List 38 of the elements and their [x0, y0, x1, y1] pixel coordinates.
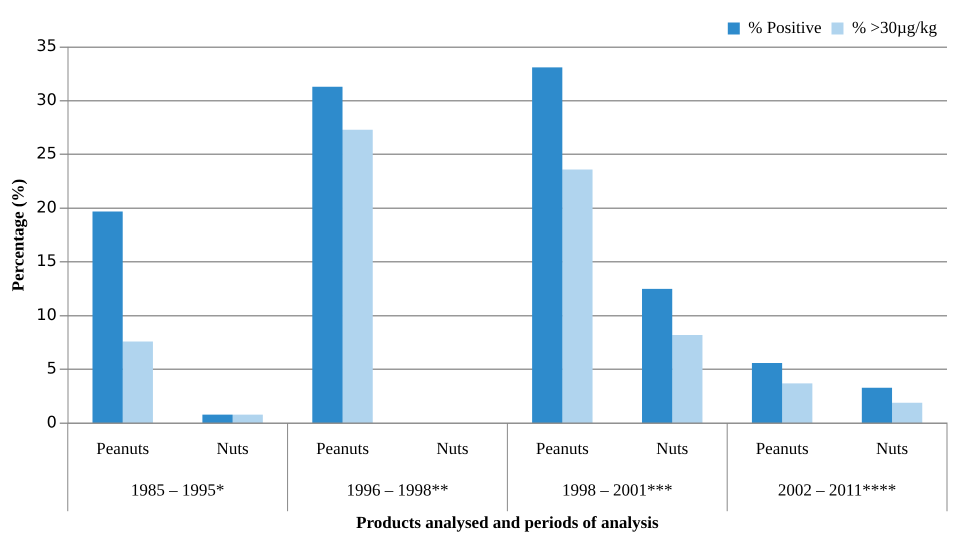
bar: [782, 383, 812, 422]
y-axis-title: Percentage (%): [8, 178, 28, 292]
y-tick-label: 25: [36, 144, 57, 163]
y-tick-label: 20: [36, 197, 57, 216]
bar: [202, 414, 233, 422]
text: 1985 – 1995*: [130, 480, 224, 500]
x-tick-label: Peanuts: [536, 438, 589, 458]
y-tick-label: 0: [46, 412, 57, 432]
bar: [642, 288, 672, 422]
bar: [562, 170, 593, 422]
x-tick-label: Nuts: [436, 438, 468, 458]
bar: [92, 211, 123, 422]
bar: [892, 402, 922, 422]
legend-label: % Positive: [748, 18, 822, 37]
bar: [122, 342, 153, 422]
bar: [752, 363, 782, 422]
y-tick-label: 35: [36, 36, 57, 56]
y-tick-label: 10: [36, 304, 57, 324]
text: 1996 – 1998**: [346, 480, 448, 500]
bar: [232, 414, 263, 422]
y-tick-label: 5: [46, 358, 57, 378]
bar: [532, 67, 562, 422]
text: 2002 – 2011****: [778, 480, 896, 500]
x-tick-label: Peanuts: [756, 438, 809, 458]
x-tick-label: Nuts: [216, 438, 249, 458]
bar: [672, 335, 702, 422]
x-axis-title: Products analysed and periods of analysis: [356, 513, 659, 532]
x-tick-label: Nuts: [656, 438, 688, 458]
bar: [312, 86, 343, 422]
text: 1998 – 2001***: [562, 480, 673, 500]
x-tick-label: Peanuts: [96, 438, 150, 458]
legend-label: % >30µg/kg: [852, 18, 938, 37]
y-tick-label: 30: [36, 90, 57, 109]
bar: [342, 130, 373, 422]
x-tick-label: Peanuts: [316, 438, 369, 458]
bar: [862, 388, 892, 422]
x-tick-label: Nuts: [876, 438, 908, 458]
y-tick-label: 15: [36, 251, 57, 270]
